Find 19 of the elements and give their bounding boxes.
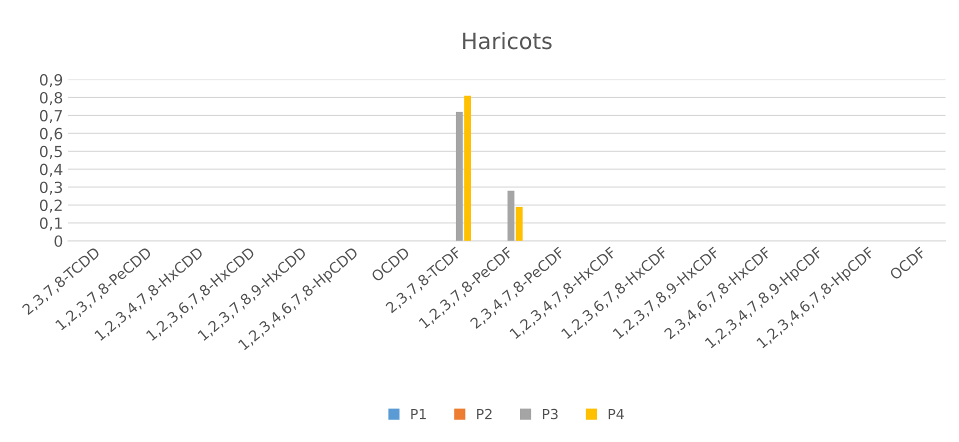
y-tick-label: 0,5 (40, 146, 62, 159)
legend-label: P3 (542, 408, 558, 420)
bar (456, 112, 463, 241)
y-tick-label: 0,7 (40, 110, 62, 123)
y-tick-label: 0,3 (40, 182, 62, 195)
y-tick-label: 0,6 (40, 128, 62, 141)
y-tick-label: 0,9 (40, 74, 62, 88)
legend-label: P1 (411, 408, 426, 420)
legend-label: P4 (608, 408, 624, 420)
y-tick-label: 0,8 (40, 92, 62, 106)
y-tick-label: 0 (54, 235, 62, 247)
chart-title: Haricots (463, 32, 552, 50)
y-tick-label: 0,1 (40, 217, 62, 231)
bar (516, 206, 523, 241)
bar (508, 190, 514, 241)
y-tick-label: 0,4 (40, 164, 62, 177)
legend-label: P2 (477, 408, 492, 420)
y-tick-label: 0,2 (40, 200, 62, 213)
bar (464, 96, 472, 241)
